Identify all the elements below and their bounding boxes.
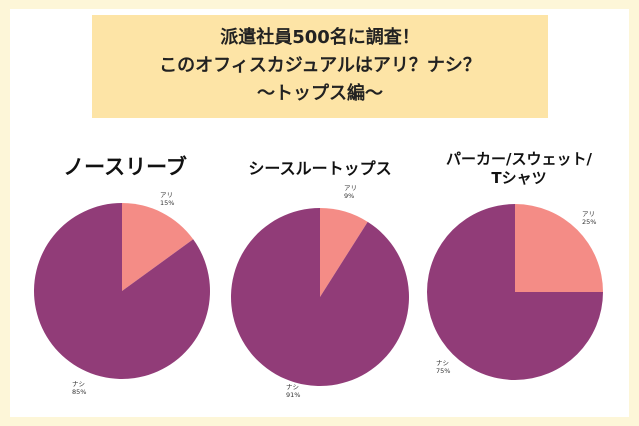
chart-title-hoodie: パーカー/スウェット/ Tシャツ (425, 150, 613, 188)
slice-label-sleeveless-ari: アリ (160, 191, 173, 199)
title-line-3: 〜トップス編〜 (257, 83, 383, 104)
slice-label-seethrough-ari: アリ (344, 184, 357, 192)
pie-slice-hoodie-ari (515, 204, 603, 292)
slice-pct-sleeveless-ari: 15% (160, 199, 174, 207)
slice-pct-seethrough-ari: 9% (344, 192, 354, 200)
chart-title-sleeveless: ノースリーブ (63, 155, 187, 179)
pie-slice-hoodie-nashi (427, 204, 603, 380)
slice-pct-hoodie-nashi: 75% (436, 367, 450, 375)
title-line-2: このオフィスカジュアルはアリ？ナシ？ (159, 55, 481, 76)
title-banner: 派遣社員500名に調査！ このオフィスカジュアルはアリ？ナシ？ 〜トップス編〜 (92, 15, 548, 118)
slice-pct-seethrough-nashi: 91% (286, 391, 300, 399)
title-line-1: 派遣社員500名に調査！ (220, 27, 420, 48)
slice-pct-sleeveless-nashi: 85% (72, 388, 86, 396)
chart-title-hoodie-line2: Tシャツ (491, 169, 547, 187)
slice-label-hoodie-nashi: ナシ (436, 359, 449, 367)
pie-slice-seethrough-ari (320, 208, 368, 297)
chart-title-hoodie-line1: パーカー/スウェット/ (446, 150, 592, 168)
slice-label-sleeveless-nashi: ナシ (72, 380, 85, 388)
slice-pct-hoodie-ari: 25% (582, 218, 596, 226)
pie-slice-sleeveless-nashi (33, 203, 210, 380)
slice-label-hoodie-ari: アリ (582, 210, 595, 218)
slice-label-seethrough-nashi: ナシ (286, 383, 299, 391)
chart-title-seethrough: シースルートップス (248, 159, 392, 178)
pie-slice-seethrough-nashi (231, 208, 409, 386)
pie-slice-sleeveless-ari (122, 203, 194, 291)
